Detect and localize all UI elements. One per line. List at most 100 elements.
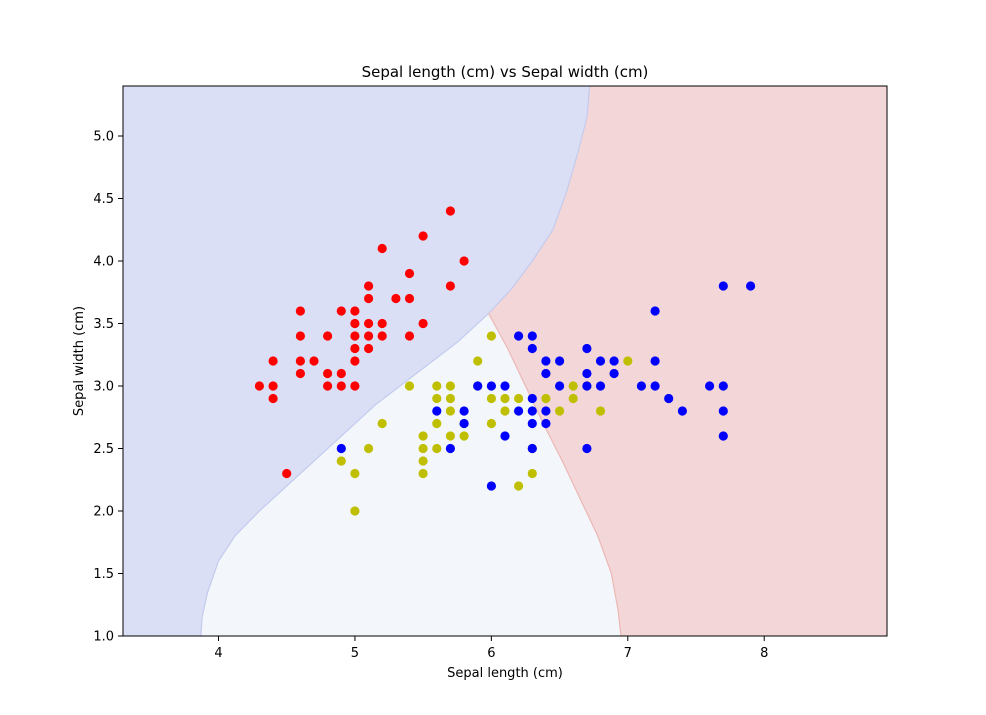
point-virginica bbox=[650, 356, 660, 366]
point-setosa bbox=[459, 256, 469, 266]
point-virginica bbox=[527, 393, 537, 404]
point-versicolor bbox=[404, 381, 415, 391]
point-versicolor bbox=[568, 393, 578, 404]
point-virginica bbox=[609, 368, 619, 379]
point-versicolor bbox=[486, 418, 496, 429]
point-setosa bbox=[323, 368, 333, 379]
point-virginica bbox=[746, 281, 756, 291]
point-virginica bbox=[609, 356, 619, 366]
point-setosa bbox=[295, 331, 305, 341]
point-virginica bbox=[541, 418, 551, 429]
point-virginica bbox=[718, 406, 728, 416]
point-versicolor bbox=[445, 431, 455, 441]
point-versicolor bbox=[445, 406, 455, 416]
point-setosa bbox=[445, 281, 455, 291]
y-axis: 1.0 1.5 2.0 2.5 3.0 3.5 4.0 4.5 5.0 bbox=[93, 130, 123, 645]
point-setosa bbox=[418, 318, 428, 329]
point-versicolor bbox=[350, 468, 360, 479]
data-points bbox=[254, 206, 756, 516]
point-setosa bbox=[350, 343, 360, 354]
point-virginica bbox=[527, 406, 537, 416]
decision-regions bbox=[123, 86, 887, 636]
point-versicolor bbox=[377, 418, 387, 429]
point-setosa bbox=[336, 306, 346, 316]
point-setosa bbox=[350, 331, 360, 341]
point-virginica bbox=[555, 381, 565, 391]
point-versicolor bbox=[432, 418, 442, 429]
y-tick-label: 4.5 bbox=[93, 192, 114, 207]
point-versicolor bbox=[473, 356, 483, 366]
point-setosa bbox=[364, 318, 374, 329]
y-tick-label: 1.5 bbox=[93, 567, 114, 582]
virginica-region bbox=[488, 86, 887, 636]
x-tick-label: 6 bbox=[487, 646, 495, 661]
point-virginica bbox=[486, 481, 496, 491]
point-setosa bbox=[364, 281, 374, 291]
point-setosa bbox=[364, 293, 374, 304]
point-versicolor bbox=[623, 356, 633, 366]
point-setosa bbox=[350, 306, 360, 316]
point-setosa bbox=[445, 206, 455, 216]
point-versicolor bbox=[432, 393, 442, 404]
point-versicolor bbox=[514, 393, 524, 404]
point-versicolor bbox=[568, 381, 578, 391]
x-tick-label: 8 bbox=[760, 646, 768, 661]
point-virginica bbox=[718, 281, 728, 291]
point-virginica bbox=[527, 343, 537, 354]
x-tick-label: 5 bbox=[351, 646, 359, 661]
point-setosa bbox=[268, 381, 278, 391]
point-setosa bbox=[404, 268, 415, 279]
point-setosa bbox=[295, 356, 305, 366]
point-virginica bbox=[595, 356, 606, 366]
y-tick-label: 5.0 bbox=[93, 130, 114, 145]
point-virginica bbox=[527, 418, 537, 429]
point-virginica bbox=[582, 381, 592, 391]
point-versicolor bbox=[527, 468, 537, 479]
point-virginica bbox=[582, 368, 592, 379]
point-virginica bbox=[636, 381, 647, 391]
point-versicolor bbox=[445, 393, 455, 404]
point-virginica bbox=[541, 356, 551, 366]
y-tick-label: 2.5 bbox=[93, 442, 114, 457]
point-virginica bbox=[705, 381, 715, 391]
plot-frame bbox=[122, 85, 888, 637]
point-virginica bbox=[514, 406, 524, 416]
point-setosa bbox=[350, 381, 360, 391]
point-versicolor bbox=[486, 331, 496, 341]
point-virginica bbox=[336, 443, 346, 454]
point-setosa bbox=[377, 243, 387, 254]
point-setosa bbox=[404, 331, 415, 341]
point-virginica bbox=[541, 368, 551, 379]
point-setosa bbox=[336, 381, 346, 391]
x-axis: 4 5 6 7 8 bbox=[214, 636, 768, 661]
chart-title: Sepal length (cm) vs Sepal width (cm) bbox=[362, 63, 649, 81]
point-versicolor bbox=[541, 393, 551, 404]
point-setosa bbox=[309, 356, 319, 366]
point-setosa bbox=[350, 318, 360, 329]
point-virginica bbox=[555, 356, 565, 366]
point-virginica bbox=[582, 343, 592, 354]
point-setosa bbox=[254, 381, 264, 391]
point-virginica bbox=[459, 418, 469, 429]
point-setosa bbox=[350, 356, 360, 366]
point-virginica bbox=[432, 406, 442, 416]
x-tick-label: 7 bbox=[624, 646, 632, 661]
point-versicolor bbox=[418, 443, 428, 454]
point-versicolor bbox=[514, 481, 524, 491]
point-versicolor bbox=[418, 456, 428, 466]
point-setosa bbox=[295, 368, 305, 379]
point-virginica bbox=[650, 381, 660, 391]
point-virginica bbox=[514, 331, 524, 341]
point-setosa bbox=[282, 468, 292, 479]
point-virginica bbox=[718, 431, 728, 441]
point-virginica bbox=[650, 306, 660, 316]
point-versicolor bbox=[364, 443, 374, 454]
point-setosa bbox=[295, 306, 305, 316]
point-versicolor bbox=[500, 393, 510, 404]
point-versicolor bbox=[445, 381, 455, 391]
point-virginica bbox=[486, 381, 496, 391]
point-setosa bbox=[323, 381, 333, 391]
point-setosa bbox=[336, 368, 346, 379]
point-versicolor bbox=[432, 443, 442, 454]
